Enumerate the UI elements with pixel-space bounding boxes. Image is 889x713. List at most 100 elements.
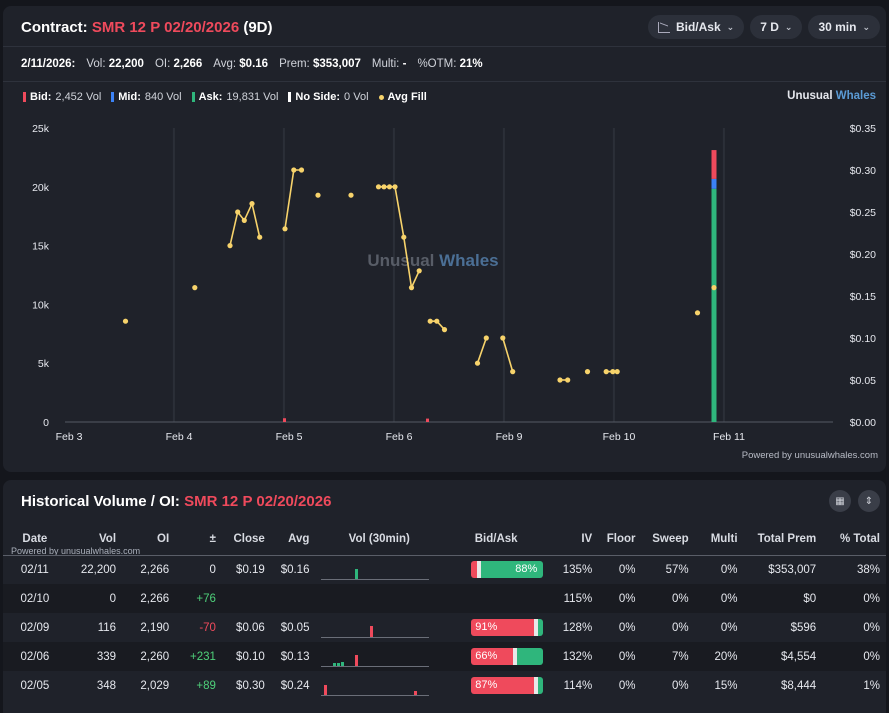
floor-cell: 0% [618, 621, 636, 634]
brand-logo[interactable]: Unusual Whales [787, 90, 876, 102]
table-row[interactable]: 02/09 116 2,190 -70 $0.06 $0.05 91% 128% 0% 0% 0% $… [3, 613, 886, 642]
mode-dropdown[interactable]: Bid/Ask ⌄ [647, 15, 745, 39]
iv-cell: 114% [563, 679, 593, 692]
vol-cell: 339 [66, 642, 123, 671]
floor-cell: 0% [618, 679, 636, 692]
legend-bid[interactable]: Bid: 2,452 Vol [23, 91, 101, 103]
avg-cell: $0.05 [280, 621, 310, 634]
avg-cell: $0.24 [280, 679, 310, 692]
right-axis-tick: $0.00 [850, 417, 876, 429]
right-axis-tick: $0.05 [850, 375, 876, 387]
iv-cell: 132% [549, 642, 599, 671]
chevron-down-icon: ⌄ [862, 21, 870, 32]
sweep-cell: 0% [641, 584, 695, 613]
total-prem-cell: $0 [743, 584, 823, 613]
avg-fill-point [348, 192, 354, 198]
column-header[interactable]: Floor [598, 524, 642, 556]
table-row[interactable]: 02/10 0 2,266 +76 115% 0% 0% 0% $0 0% [3, 584, 886, 613]
sweep-cell: 57% [665, 563, 689, 576]
divider [3, 46, 886, 47]
avg-cell: $0.16 [280, 563, 310, 576]
column-header[interactable]: Sweep [641, 524, 695, 556]
column-header[interactable]: Avg [270, 524, 316, 556]
legend-mid[interactable]: Mid: 840 Vol [111, 91, 182, 103]
stat-prem: Prem: $353,007 [279, 58, 361, 70]
mode-dropdown-label: Bid/Ask [675, 20, 721, 34]
iv-cell: 135% [562, 563, 593, 576]
table-row[interactable]: 02/05 348 2,029 +89 $0.30 $0.24 87% 114% 0% 0% 15%… [3, 671, 886, 700]
range-dropdown-label: 7 D [760, 20, 779, 34]
avg-fill-point [257, 234, 263, 240]
left-axis-tick: 20k [32, 182, 50, 194]
column-header[interactable]: Vol (30min) [315, 524, 444, 556]
total-prem-cell: $353,007 [768, 563, 817, 576]
left-axis-tick: 5k [38, 358, 50, 370]
iv-cell: 115% [549, 584, 599, 613]
columns-icon[interactable]: ▦ [829, 490, 851, 512]
column-header[interactable]: Date [3, 524, 67, 556]
total-prem-cell: $596 [790, 621, 817, 634]
avg-fill-point [192, 285, 198, 291]
pct-total-cell: 0% [863, 621, 880, 634]
sparkline-bar [355, 568, 359, 579]
avg-fill-swatch [378, 94, 384, 100]
right-axis-tick: $0.15 [850, 291, 876, 303]
column-header[interactable]: OI [122, 524, 176, 556]
expand-collapse-icon[interactable]: ⇕ [858, 490, 880, 512]
avg-cell: $0.13 [270, 642, 316, 671]
pct-total-cell: 0% [822, 584, 886, 613]
ask-swatch [191, 92, 195, 102]
historical-title: Historical Volume / OI: SMR 12 P 02/20/2… [21, 493, 332, 510]
bid-ask-cell: 66% [443, 642, 550, 671]
range-dropdown[interactable]: 7 D ⌄ [750, 15, 803, 39]
date-cell: 02/05 [20, 679, 50, 692]
left-axis-tick: 0 [43, 417, 49, 429]
legend-no-side[interactable]: No Side: 0 Vol [288, 91, 369, 103]
legend-avg-fill[interactable]: Avg Fill [378, 91, 427, 103]
column-header[interactable]: ± [175, 524, 222, 556]
sparkline-bar [370, 625, 374, 637]
contract-title: Contract: SMR 12 P 02/20/2026 (9D) [21, 19, 273, 36]
total-prem-cell: $4,554 [743, 642, 823, 671]
close-cell: $0.10 [221, 642, 271, 671]
oi-cell: 2,029 [140, 679, 170, 692]
total-prem-cell: $8,444 [780, 679, 817, 692]
column-header[interactable]: Close [221, 524, 271, 556]
bid-volume-bar [711, 150, 717, 179]
table-row[interactable]: 02/06 339 2,260 +231 $0.10 $0.13 66% 132% 0% 7% 20… [3, 642, 886, 671]
table-row[interactable]: 02/11 22,200 2,266 0 $0.19 $0.16 88% 135% 0% 57% 0… [3, 555, 886, 584]
avg-fill-point [510, 369, 516, 375]
floor-cell: 0% [598, 642, 642, 671]
avg-fill-point [441, 327, 448, 333]
date-cell: 02/10 [3, 584, 67, 613]
avg-fill-point [291, 167, 297, 173]
line-chart-icon [657, 21, 670, 33]
avg-fill-point [434, 318, 440, 324]
bid-ask-percent: 91% [475, 621, 498, 633]
powered-by[interactable]: Powered by unusualwhales.com [741, 450, 878, 461]
date-cell: 02/09 [20, 621, 50, 634]
oi-cell: 2,190 [140, 621, 170, 634]
column-header[interactable]: Total Prem [743, 524, 823, 556]
column-header[interactable]: Vol [66, 524, 123, 556]
multi-cell: 0% [694, 584, 744, 613]
legend-ask[interactable]: Ask: 19,831 Vol [191, 91, 278, 103]
column-header[interactable]: IV [549, 524, 599, 556]
sparkline-bar [333, 662, 337, 666]
right-axis-tick: $0.10 [850, 333, 876, 345]
bid-swatch [23, 92, 26, 102]
multi-cell: 0% [720, 563, 738, 576]
avg-fill-point [235, 209, 241, 215]
close-cell: $0.30 [236, 679, 265, 692]
avg-fill-point [282, 226, 288, 232]
column-header[interactable]: Bid/Ask [443, 524, 550, 556]
column-header[interactable]: Multi [694, 524, 744, 556]
avg-fill-point [483, 335, 489, 341]
interval-dropdown[interactable]: 30 min ⌄ [808, 15, 880, 39]
bid-ask-bar: 88% [471, 561, 544, 579]
right-axis-tick: $0.35 [850, 123, 876, 135]
vol-cell: 0 [66, 584, 123, 613]
vol-cell: 22,200 [80, 563, 117, 576]
contract-chart-panel: Contract: SMR 12 P 02/20/2026 (9D) Bid/A… [3, 6, 886, 472]
column-header[interactable]: % Total [822, 524, 886, 556]
